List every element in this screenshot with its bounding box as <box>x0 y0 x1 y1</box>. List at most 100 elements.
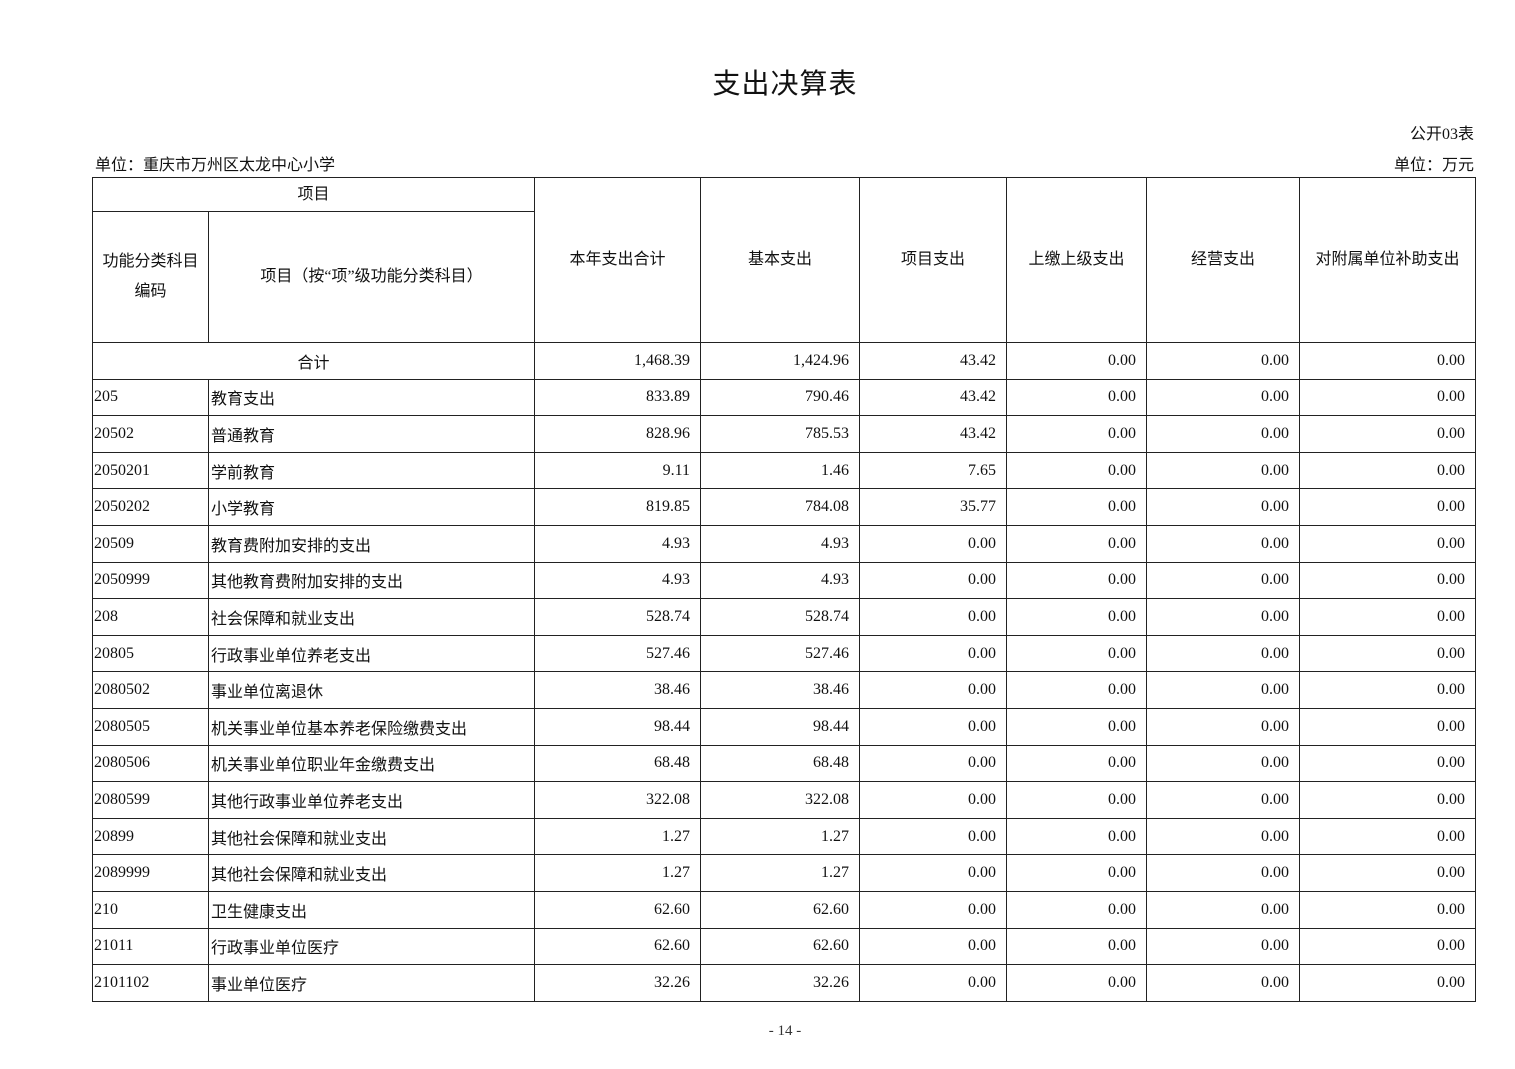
expenditure-table: 项目 本年支出合计 基本支出 项目支出 上缴上级支出 经营支出 对附属单位补助支… <box>92 177 1476 1002</box>
row-value: 0.00 <box>859 781 1007 819</box>
row-value: 0.00 <box>1146 561 1300 600</box>
form-number: 公开03表 <box>1409 126 1474 143</box>
row-code: 2080505 <box>92 707 209 746</box>
row-value: 0.00 <box>1146 964 1300 1002</box>
row-value: 0.00 <box>1299 561 1476 600</box>
row-value: 790.46 <box>700 378 860 417</box>
row-value: 0.00 <box>859 561 1007 600</box>
row-value: 0.00 <box>1146 634 1300 673</box>
row-value: 0.00 <box>1299 817 1476 856</box>
row-value: 43.42 <box>859 378 1007 417</box>
row-value: 0.00 <box>1146 378 1300 417</box>
total-cell: 43.42 <box>859 342 1007 380</box>
row-name: 卫生健康支出 <box>208 890 535 929</box>
row-name: 其他社会保障和就业支出 <box>208 817 535 856</box>
row-code: 2050201 <box>92 451 209 490</box>
row-value: 0.00 <box>1146 854 1300 892</box>
table-row: 2080502 事业单位离退休 38.46 38.46 0.00 0.00 0.00 0.00 <box>92 671 1476 709</box>
table-row: 210 卫生健康支出 62.60 62.60 0.00 0.00 0.00 0.00 <box>92 890 1476 929</box>
row-code: 210 <box>92 890 209 929</box>
row-value: 62.60 <box>700 927 860 966</box>
row-name: 教育支出 <box>208 378 535 417</box>
table-row: 2101102 事业单位医疗 32.26 32.26 0.00 0.00 0.00 0.00 <box>92 964 1476 1002</box>
row-value: 0.00 <box>1299 488 1476 526</box>
row-value: 0.00 <box>1006 707 1147 746</box>
row-value: 0.00 <box>859 927 1007 966</box>
row-code: 2050202 <box>92 488 209 526</box>
row-name: 其他教育费附加安排的支出 <box>208 561 535 600</box>
row-value: 0.00 <box>1146 598 1300 636</box>
table-row: 20502 普通教育 828.96 785.53 43.42 0.00 0.00 0.00 <box>92 415 1476 453</box>
total-cell: 1,424.96 <box>700 342 860 380</box>
row-value: 0.00 <box>1146 707 1300 746</box>
table-row: 21011 行政事业单位医疗 62.60 62.60 0.00 0.00 0.00 0.00 <box>92 927 1476 966</box>
row-value: 0.00 <box>1146 781 1300 819</box>
total-label: 合计 <box>92 342 535 380</box>
row-value: 0.00 <box>1299 524 1476 563</box>
row-value: 0.00 <box>1146 817 1300 856</box>
row-value: 0.00 <box>1299 707 1476 746</box>
row-code: 20805 <box>92 634 209 673</box>
total-cell: 0.00 <box>1006 342 1147 380</box>
row-value: 833.89 <box>534 378 701 417</box>
row-value: 0.00 <box>1006 964 1147 1002</box>
row-value: 0.00 <box>859 524 1007 563</box>
row-value: 0.00 <box>1146 671 1300 709</box>
row-name: 事业单位医疗 <box>208 964 535 1002</box>
unit-currency: 单位：万元 <box>1393 157 1474 174</box>
row-code: 2080599 <box>92 781 209 819</box>
row-value: 32.26 <box>534 964 701 1002</box>
total-cell: 0.00 <box>1299 342 1476 380</box>
total-cell: 0.00 <box>1146 342 1300 380</box>
row-value: 0.00 <box>1146 524 1300 563</box>
row-value: 1.27 <box>534 817 701 856</box>
row-value: 0.00 <box>1299 964 1476 1002</box>
page-title: 支出决算表 <box>712 69 858 100</box>
row-value: 528.74 <box>534 598 701 636</box>
row-value: 0.00 <box>1146 927 1300 966</box>
row-name: 其他社会保障和就业支出 <box>208 854 535 892</box>
row-value: 62.60 <box>534 927 701 966</box>
row-value: 785.53 <box>700 415 860 453</box>
header-name: 项目（按“项”级功能分类科目） <box>208 211 535 343</box>
row-name: 其他行政事业单位养老支出 <box>208 781 535 819</box>
row-value: 0.00 <box>1299 598 1476 636</box>
row-value: 1.27 <box>534 854 701 892</box>
row-value: 0.00 <box>1006 854 1147 892</box>
page-number: - 14 - <box>768 1023 802 1039</box>
row-value: 0.00 <box>1006 415 1147 453</box>
table-row: 2089999 其他社会保障和就业支出 1.27 1.27 0.00 0.00 0.00 0.… <box>92 854 1476 892</box>
row-value: 0.00 <box>859 817 1007 856</box>
row-value: 68.48 <box>534 744 701 783</box>
row-value: 819.85 <box>534 488 701 526</box>
row-value: 0.00 <box>1299 451 1476 490</box>
row-code: 20899 <box>92 817 209 856</box>
row-value: 0.00 <box>1006 744 1147 783</box>
table-row: 20805 行政事业单位养老支出 527.46 527.46 0.00 0.00 0.00 0… <box>92 634 1476 673</box>
header-code: 功能分类科目编码 <box>92 211 209 343</box>
header-business: 经营支出 <box>1146 177 1300 343</box>
table-row: 2080599 其他行政事业单位养老支出 322.08 322.08 0.00 0.00 0… <box>92 781 1476 819</box>
row-code: 2089999 <box>92 854 209 892</box>
unit-organization: 单位：重庆市万州区太龙中心小学 <box>95 157 336 174</box>
row-code: 208 <box>92 598 209 636</box>
row-value: 0.00 <box>859 707 1007 746</box>
row-value: 0.00 <box>1006 524 1147 563</box>
row-value: 43.42 <box>859 415 1007 453</box>
row-code: 2080502 <box>92 671 209 709</box>
row-code: 2101102 <box>92 964 209 1002</box>
row-value: 0.00 <box>859 598 1007 636</box>
row-value: 0.00 <box>1006 488 1147 526</box>
row-name: 行政事业单位养老支出 <box>208 634 535 673</box>
row-value: 0.00 <box>1299 890 1476 929</box>
row-value: 322.08 <box>534 781 701 819</box>
row-value: 0.00 <box>1299 671 1476 709</box>
table-row: 2080506 机关事业单位职业年金缴费支出 68.48 68.48 0.00 0.00 0… <box>92 744 1476 783</box>
row-value: 0.00 <box>1146 744 1300 783</box>
row-value: 98.44 <box>700 707 860 746</box>
row-value: 35.77 <box>859 488 1007 526</box>
total-cell: 1,468.39 <box>534 342 701 380</box>
header-project-expenditure: 项目支出 <box>859 177 1007 343</box>
row-value: 0.00 <box>1299 378 1476 417</box>
header-upper-remit: 上缴上级支出 <box>1006 177 1147 343</box>
